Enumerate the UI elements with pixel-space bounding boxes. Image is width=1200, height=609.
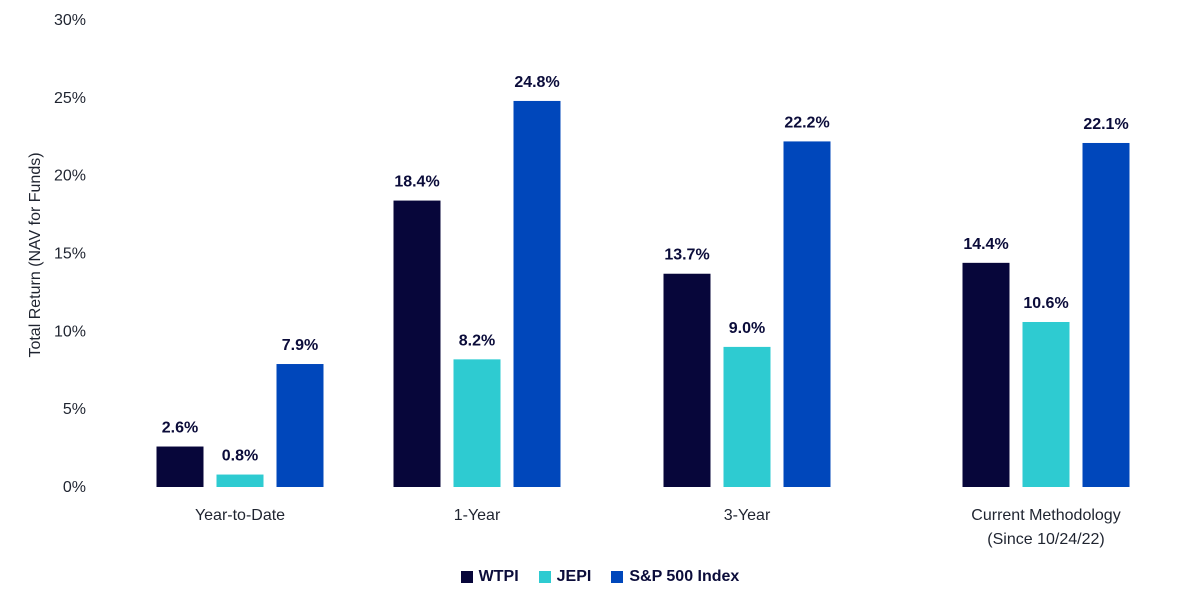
data-label: 7.9% [282, 337, 318, 354]
bar-jepi-2 [723, 346, 771, 487]
y-tick-label: 5% [63, 401, 86, 418]
bar-wtpi-2 [663, 273, 711, 487]
legend-item: WTPI [460, 568, 519, 586]
legend: WTPI JEPI S&P 500 Index [0, 568, 1200, 586]
legend-item: JEPI [538, 568, 592, 586]
x-category-label: Year-to-Date [195, 507, 285, 524]
legend-label: WTPI [478, 568, 519, 585]
x-category-sublabel: (Since 10/24/22) [987, 531, 1104, 548]
y-tick-label: 15% [54, 246, 86, 263]
data-label: 13.7% [664, 247, 709, 264]
data-label: 22.2% [784, 114, 829, 131]
data-label: 9.0% [729, 320, 765, 337]
data-label: 10.6% [1023, 295, 1068, 312]
bar-s-p-500-index-1 [513, 100, 561, 488]
data-label: 2.6% [162, 420, 198, 437]
y-tick-label: 0% [63, 479, 86, 496]
x-category-label: Current Methodology [971, 507, 1120, 524]
legend-swatch [611, 571, 624, 583]
y-tick-label: 20% [54, 168, 86, 185]
data-label: 0.8% [222, 448, 258, 465]
bar-s-p-500-index-0 [276, 364, 324, 487]
legend-swatch [538, 571, 551, 583]
data-label: 14.4% [963, 236, 1008, 253]
bar-wtpi-3 [962, 262, 1010, 487]
legend-label: JEPI [556, 568, 592, 585]
y-tick-label: 30% [54, 12, 86, 29]
x-category-label: 1-Year [454, 507, 501, 524]
y-tick-label: 10% [54, 323, 86, 340]
legend-item: S&P 500 Index [611, 568, 739, 586]
legend-swatch [460, 571, 473, 583]
legend-label: S&P 500 Index [629, 568, 740, 585]
bar-s-p-500-index-2 [783, 141, 831, 488]
bar-jepi-1 [453, 359, 501, 487]
bar-jepi-0 [216, 474, 264, 487]
data-label: 22.1% [1083, 116, 1128, 133]
bar-jepi-3 [1022, 321, 1070, 487]
data-label: 24.8% [514, 74, 559, 91]
data-label: 18.4% [394, 174, 439, 191]
y-axis-title: Total Return (NAV for Funds) [27, 152, 44, 357]
x-category-label: 3-Year [724, 507, 771, 524]
bar-wtpi-0 [156, 446, 204, 487]
y-tick-label: 25% [54, 90, 86, 107]
data-label: 8.2% [459, 332, 495, 349]
bar-wtpi-1 [393, 200, 441, 487]
bar-s-p-500-index-3 [1082, 142, 1130, 487]
